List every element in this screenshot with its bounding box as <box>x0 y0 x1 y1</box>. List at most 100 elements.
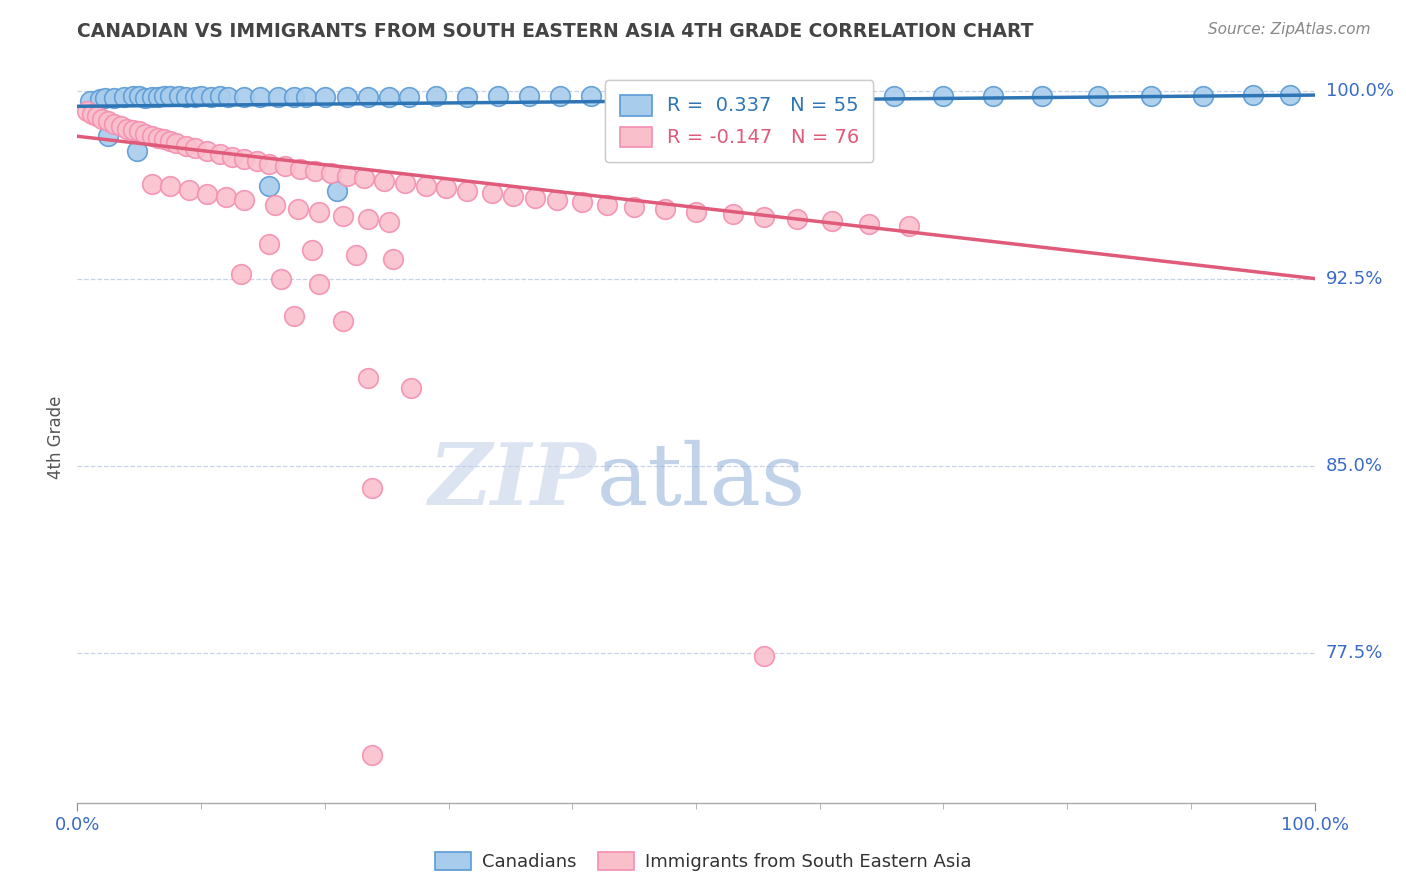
Point <box>270 272 292 286</box>
Text: atlas: atlas <box>598 440 806 523</box>
Point <box>141 90 163 104</box>
Point <box>456 184 478 198</box>
Point <box>360 748 382 763</box>
Point <box>208 147 231 161</box>
Point <box>184 141 207 155</box>
Point <box>257 236 280 251</box>
Point <box>159 134 181 148</box>
Point <box>97 129 120 144</box>
Point <box>122 123 145 137</box>
Point <box>932 88 955 103</box>
Point <box>274 159 297 173</box>
Point <box>373 174 395 188</box>
Point <box>128 124 150 138</box>
Text: 85.0%: 85.0% <box>1326 457 1382 475</box>
Point <box>195 186 218 201</box>
Point <box>134 127 156 141</box>
Point <box>378 90 401 104</box>
Point <box>165 136 187 151</box>
Point <box>434 181 457 195</box>
Point <box>360 481 382 495</box>
Point <box>229 267 252 281</box>
Legend: Canadians, Immigrants from South Eastern Asia: Canadians, Immigrants from South Eastern… <box>427 845 979 879</box>
Point <box>821 214 844 228</box>
Point <box>839 89 862 103</box>
Point <box>153 89 176 103</box>
Point <box>91 112 114 126</box>
Point <box>103 90 125 104</box>
Point <box>353 171 375 186</box>
Point <box>685 204 707 219</box>
Point <box>314 90 336 104</box>
Point <box>288 161 311 176</box>
Point <box>332 314 354 328</box>
Point <box>415 178 437 193</box>
Point <box>752 648 775 663</box>
Point <box>174 90 197 104</box>
Point <box>654 202 676 216</box>
Point <box>174 139 197 153</box>
Text: ZIP: ZIP <box>429 439 598 523</box>
Point <box>97 114 120 128</box>
Point <box>122 89 145 103</box>
Point <box>115 121 138 136</box>
Point <box>200 90 222 104</box>
Text: Source: ZipAtlas.com: Source: ZipAtlas.com <box>1208 22 1371 37</box>
Point <box>233 193 256 207</box>
Point <box>233 90 256 104</box>
Point <box>344 248 367 262</box>
Point <box>246 154 269 169</box>
Point <box>134 90 156 104</box>
Point <box>548 89 571 103</box>
Point <box>82 107 104 121</box>
Point <box>883 89 905 103</box>
Point <box>257 179 280 194</box>
Point <box>759 90 782 104</box>
Point <box>524 191 547 205</box>
Point <box>267 90 290 104</box>
Point <box>301 243 323 257</box>
Point <box>208 89 231 103</box>
Point <box>125 145 148 159</box>
Point <box>596 198 619 212</box>
Point <box>1241 88 1264 103</box>
Point <box>146 130 169 145</box>
Point <box>752 210 775 224</box>
Point <box>579 89 602 103</box>
Point <box>546 193 568 207</box>
Y-axis label: 4th Grade: 4th Grade <box>48 395 66 479</box>
Point <box>721 207 744 221</box>
Point <box>401 381 423 395</box>
Text: 77.5%: 77.5% <box>1326 644 1384 662</box>
Point <box>796 89 818 103</box>
Point <box>332 209 354 223</box>
Point <box>103 117 125 131</box>
Point <box>195 145 218 159</box>
Point <box>425 89 447 103</box>
Point <box>159 179 181 194</box>
Point <box>167 89 190 103</box>
Point <box>456 90 478 104</box>
Point <box>141 177 163 191</box>
Point <box>685 89 707 103</box>
Point <box>264 198 287 212</box>
Point <box>357 371 380 385</box>
Text: 92.5%: 92.5% <box>1326 269 1384 287</box>
Point <box>336 90 359 104</box>
Point <box>721 89 744 103</box>
Point <box>249 90 271 104</box>
Point <box>336 169 359 183</box>
Point <box>177 183 200 197</box>
Point <box>184 90 207 104</box>
Point <box>648 89 671 103</box>
Point <box>481 186 503 201</box>
Point <box>287 202 309 216</box>
Point <box>357 212 380 227</box>
Point <box>304 164 326 178</box>
Point <box>571 195 593 210</box>
Point <box>502 188 524 202</box>
Text: 100.0%: 100.0% <box>1326 82 1393 100</box>
Point <box>1278 88 1301 103</box>
Point <box>378 214 401 228</box>
Point <box>398 90 420 104</box>
